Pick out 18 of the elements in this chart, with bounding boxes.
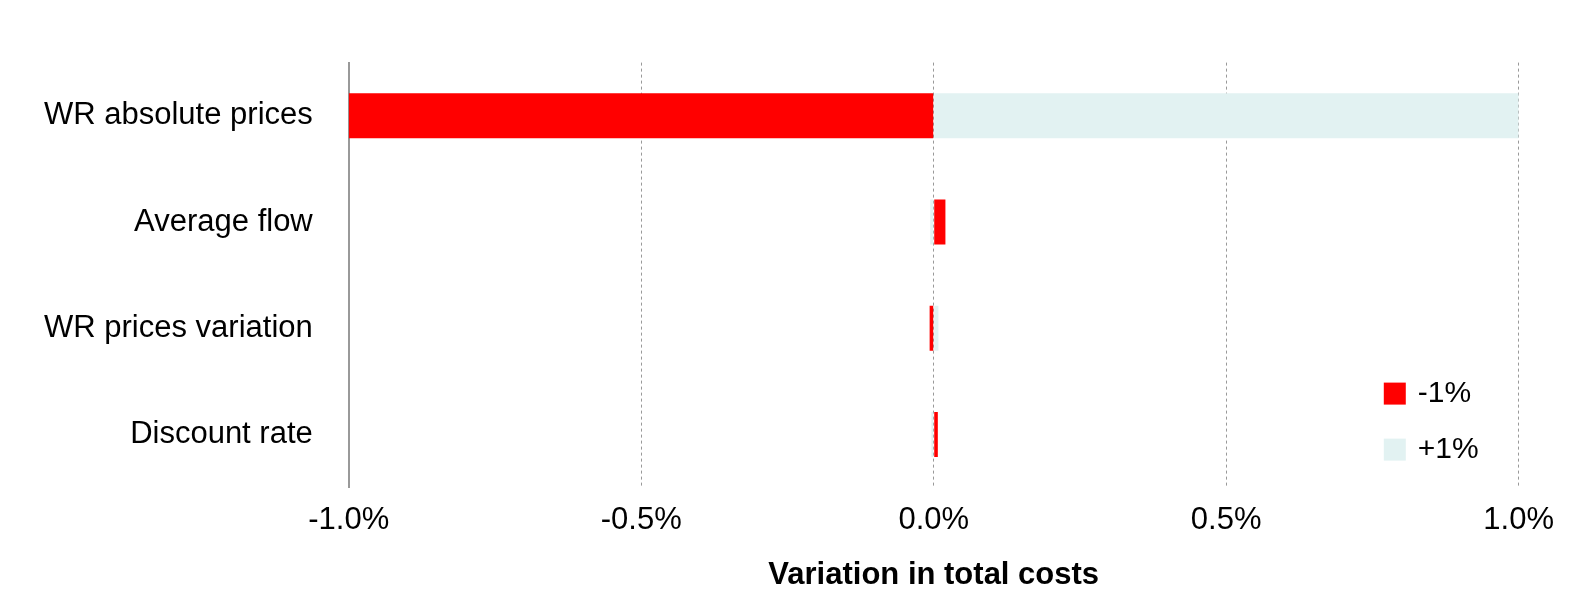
legend-label: -1% [1417, 374, 1472, 408]
y-tick-label: WR prices variation [44, 308, 313, 344]
legend-label: +1% [1417, 430, 1479, 464]
y-tick-label: Discount rate [130, 415, 313, 451]
bar [934, 411, 938, 458]
bar [934, 199, 946, 245]
x-tick-label: 0.0% [898, 500, 970, 536]
x-tick-label: -1.0% [308, 500, 390, 536]
y-tick-label: WR absolute prices [43, 96, 313, 132]
bar [934, 305, 939, 351]
x-axis-title: Variation in total costs [768, 555, 1100, 591]
x-tick-label: 0.5% [1190, 500, 1262, 536]
bar [348, 93, 934, 139]
x-tick-label: -0.5% [600, 500, 682, 536]
y-tick-label: Average flow [134, 202, 314, 238]
x-tick-label: 1.0% [1483, 500, 1555, 536]
bar [930, 199, 934, 245]
bar [934, 93, 1519, 139]
